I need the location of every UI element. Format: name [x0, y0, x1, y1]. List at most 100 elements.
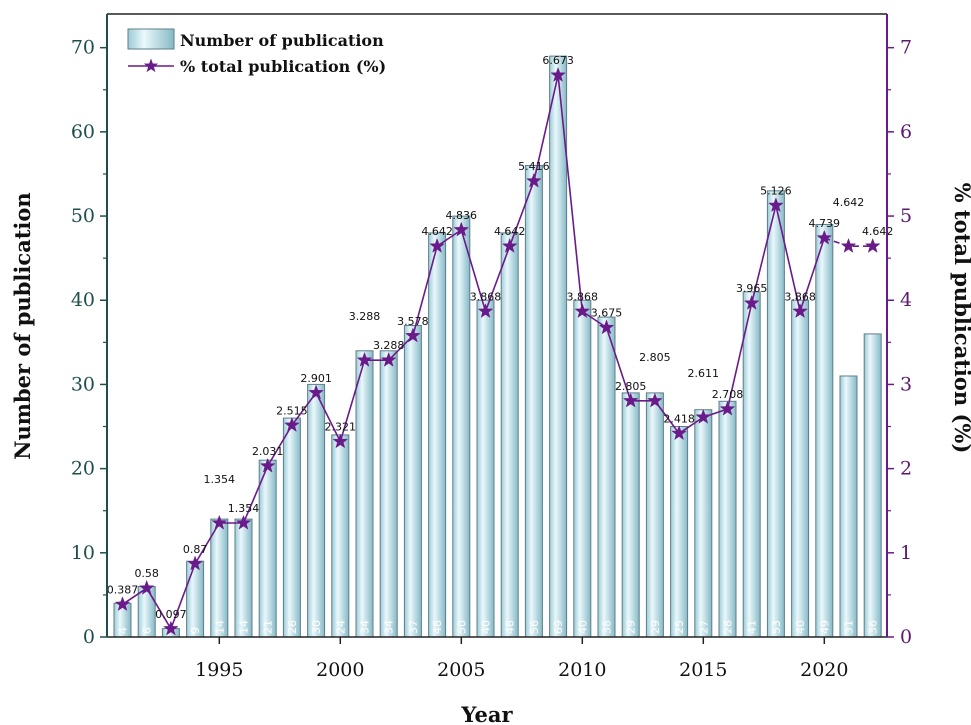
x-tick-label: 2010: [558, 659, 606, 681]
left-tick-label: 10: [71, 542, 95, 564]
x-axis-title: Year: [460, 702, 513, 725]
pct-star-marker: [671, 425, 687, 441]
bar-2013: [645, 392, 664, 638]
pct-star-marker: [792, 303, 808, 319]
bar-2008: [524, 165, 543, 638]
bar-value-label: 69: [552, 620, 565, 634]
x-tick-label: 2020: [800, 659, 848, 681]
bar-value-label: 9: [189, 627, 202, 634]
pct-star-marker: [211, 514, 228, 530]
pct-value-label: 2.805: [615, 380, 647, 393]
bar-value-label: 40: [480, 620, 493, 634]
bar-value-label: 31: [843, 620, 856, 634]
x-tick-label: 2005: [437, 659, 485, 681]
left-tick-label: 40: [71, 289, 95, 311]
bar-value-label: 48: [431, 620, 444, 634]
bar-2001: [355, 350, 374, 638]
left-tick-label: 50: [71, 205, 95, 227]
bar-value-label: 21: [262, 620, 275, 634]
pct-value-label: 4.642: [862, 225, 894, 238]
bar-2003: [403, 325, 422, 638]
bar-value-label: 40: [576, 620, 589, 634]
pct-value-label: 5.416: [518, 160, 550, 173]
bar-2017: [742, 291, 761, 638]
bar-value-label: 34: [359, 620, 372, 634]
bar-value-label: 14: [238, 620, 251, 634]
bar-2020: [815, 224, 834, 638]
pct-value-label: 0.097: [155, 608, 187, 621]
pct-value-label: 2.708: [712, 388, 744, 401]
bar-2019: [791, 299, 810, 638]
pct-value-label: 3.288: [349, 310, 381, 323]
pct-value-label: 2.321: [325, 421, 357, 434]
pct-star-marker: [526, 172, 542, 188]
bar-value-label: 30: [310, 620, 323, 634]
pct-star-marker: [477, 303, 494, 319]
pct-star-marker: [743, 294, 760, 310]
pct-star-marker: [308, 384, 324, 400]
bar-value-label: 27: [697, 620, 710, 634]
bar-value-label: 28: [722, 620, 735, 634]
bar-value-label: 37: [407, 620, 420, 634]
pct-star-marker: [235, 514, 252, 530]
pct-value-label: 2.031: [252, 445, 284, 458]
bar-value-label: 14: [213, 620, 226, 634]
pct-value-label: 4.642: [421, 225, 453, 238]
pct-star-marker: [574, 303, 591, 319]
bar-2018: [766, 190, 785, 638]
pct-value-label: 0.87: [183, 543, 208, 556]
right-tick-label: 4: [900, 289, 912, 311]
pct-star-marker: [187, 555, 203, 571]
pct-star-marker: [647, 392, 663, 408]
bar-value-label: 41: [746, 620, 759, 634]
bar-2002: [379, 350, 398, 638]
x-tick-label: 2015: [679, 659, 727, 681]
pct-star-marker: [380, 351, 397, 367]
pct-value-label: 3.868: [567, 290, 599, 303]
bar-2021: [839, 375, 858, 638]
pct-star-marker: [622, 392, 639, 408]
bar-2011: [597, 316, 616, 638]
bar-value-label: 29: [649, 620, 662, 634]
pct-value-label: 3.868: [784, 290, 816, 303]
bar-value-label: 29: [625, 620, 638, 634]
bar-2010: [573, 299, 592, 638]
bar-value-label: 26: [286, 620, 299, 634]
pct-star-marker: [550, 66, 566, 82]
pct-star-marker: [840, 237, 857, 253]
bar-value-label: 24: [334, 620, 347, 634]
bar-value-label: 6: [141, 627, 154, 634]
pct-value-label: 3.868: [470, 290, 502, 303]
pct-value-label: 1.354: [204, 473, 236, 486]
pct-value-label: 4.836: [446, 209, 478, 222]
bar-value-label: 49: [818, 620, 831, 634]
bar-value-label: 56: [528, 620, 541, 634]
right-tick-label: 1: [900, 542, 912, 564]
pct-star-marker: [453, 221, 470, 237]
left-tick-label: 70: [71, 37, 95, 59]
pct-value-label: 4.642: [833, 196, 865, 209]
right-tick-label: 0: [900, 626, 912, 648]
bar-value-label: 4: [117, 627, 130, 634]
x-tick-label: 2000: [316, 659, 364, 681]
left-tick-label: 60: [71, 121, 95, 143]
pct-value-label: 0.387: [107, 583, 139, 596]
legend-star-icon: [143, 58, 159, 73]
bar-2012: [621, 392, 640, 638]
pct-value-label: 3.965: [736, 282, 768, 295]
right-y-axis-title: % total publication (%): [950, 183, 971, 454]
pct-star-marker: [695, 408, 712, 424]
pct-value-label: 0.58: [134, 567, 159, 580]
pct-value-label: 2.611: [688, 367, 720, 380]
bar-value-label: 34: [383, 620, 396, 634]
legend-label-pct: % total publication (%): [180, 57, 386, 76]
bar-2009: [549, 55, 568, 638]
bar-value-label: 40: [794, 620, 807, 634]
pct-star-marker: [405, 327, 421, 343]
pct-value-label: 2.901: [300, 372, 332, 385]
pct-value-label: 4.642: [494, 225, 526, 238]
x-tick-label: 1995: [195, 659, 243, 681]
right-tick-label: 2: [900, 458, 912, 480]
pct-value-label: 2.515: [276, 404, 308, 417]
